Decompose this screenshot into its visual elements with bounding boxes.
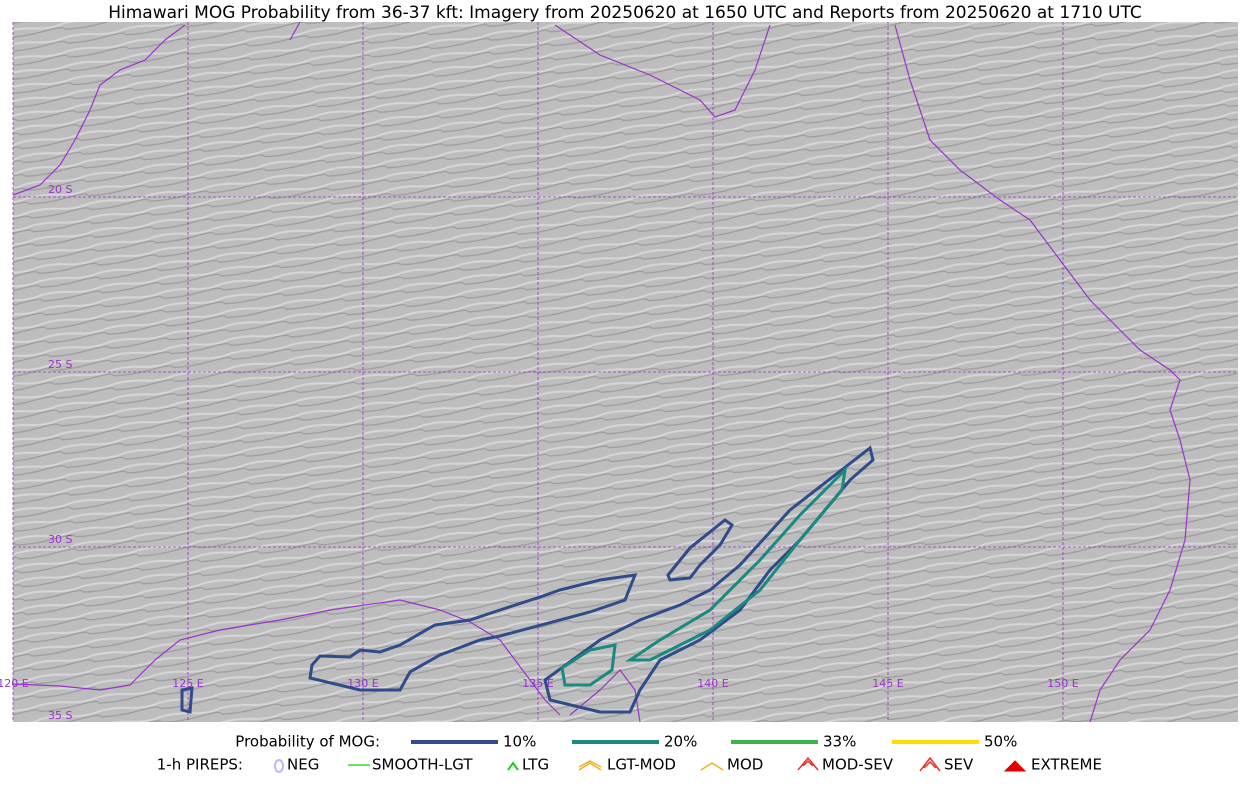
pirep-icon — [700, 762, 724, 771]
pirep-icon — [578, 760, 602, 771]
legend-title: 1-h PIREPS: — [157, 756, 243, 774]
legend-label: LGT-MOD — [607, 756, 676, 774]
longitude-label: 120 E — [0, 677, 29, 690]
legend-label: MOD — [727, 756, 763, 774]
pirep-icon — [274, 759, 284, 773]
pirep-icon — [1003, 760, 1027, 772]
latitude-label: 30 S — [48, 533, 72, 546]
pirep-icon — [919, 756, 941, 772]
coastlines — [12, 21, 1191, 723]
legend-title: Probability of MOG: — [235, 733, 380, 751]
latitude-label: 35 S — [48, 709, 72, 722]
map-title: Himawari MOG Probability from 36-37 kft:… — [108, 3, 1142, 23]
pirep-icon — [507, 761, 519, 771]
mog-contours — [180, 445, 875, 714]
longitude-label: 125 E — [172, 677, 203, 690]
latitude-label: 20 S — [48, 183, 72, 196]
legend-label: SMOOTH-LGT — [372, 756, 473, 774]
legend-label: MOD-SEV — [822, 756, 894, 774]
legend-label: 33% — [823, 733, 856, 751]
longitude-label: 130 E — [347, 677, 378, 690]
legend-label: SEV — [944, 756, 974, 774]
longitude-label: 150 E — [1047, 677, 1078, 690]
legend-label: 10% — [503, 733, 536, 751]
legend-label: EXTREME — [1031, 756, 1102, 774]
pirep-icon — [797, 756, 819, 771]
legend-label: NEG — [287, 756, 319, 774]
legend: Probability of MOG: 1-h PIREPS: 10% 20% 33… — [157, 733, 1102, 774]
legend-label: LTG — [522, 756, 549, 774]
longitude-label: 145 E — [872, 677, 903, 690]
legend-label: 50% — [984, 733, 1017, 751]
longitude-label: 140 E — [697, 677, 728, 690]
longitude-label: 135 E — [522, 677, 553, 690]
legend-label: 20% — [664, 733, 697, 751]
graticule: 20 S 25 S 30 S 35 S 120 E 125 E 130 E 135 E 140 … — [0, 22, 1238, 722]
latitude-label: 25 S — [48, 358, 72, 371]
